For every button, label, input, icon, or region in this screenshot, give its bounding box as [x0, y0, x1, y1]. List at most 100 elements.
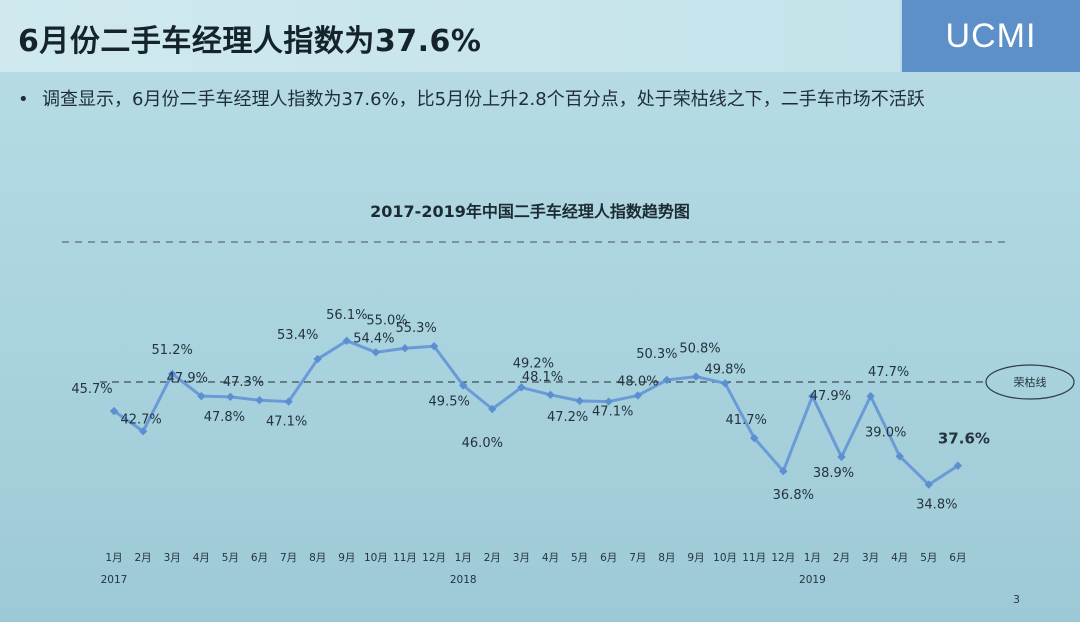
data-label-22: 49.8% [704, 362, 745, 377]
x-tick-28: 4月 [891, 552, 908, 564]
x-tick-12: 12月 [422, 552, 446, 564]
x-tick-14: 2月 [484, 552, 501, 564]
reference-label: 荣枯线 [1014, 375, 1047, 389]
data-point-28 [895, 452, 904, 461]
x-tick-8: 8月 [309, 552, 326, 564]
data-point-7 [284, 397, 293, 406]
x-tick-1: 1月 [105, 552, 122, 564]
data-point-29 [924, 480, 933, 489]
x-tick-26: 2月 [833, 552, 850, 564]
data-point-1 [109, 406, 119, 416]
x-tick-21: 9月 [687, 552, 704, 564]
data-label-18: 47.1% [592, 405, 633, 420]
data-label-19: 48.0% [617, 375, 658, 390]
data-label-7: 47.1% [266, 415, 307, 430]
data-label-10: 54.4% [353, 331, 394, 346]
data-label-1: 45.7% [71, 382, 112, 397]
x-tick-6: 6月 [251, 552, 268, 564]
data-point-23 [750, 433, 759, 443]
description: • 调查显示，6月份二手车经理人指数为37.6%，比5月份上升2.8个百分点，处… [18, 86, 1058, 114]
data-label-3: 51.2% [152, 343, 193, 358]
data-point-8 [313, 354, 322, 364]
data-label-8: 53.4% [277, 328, 318, 343]
data-label-27: 47.7% [868, 365, 909, 380]
data-label-15: 49.2% [513, 356, 554, 371]
x-tick-16: 4月 [542, 552, 559, 564]
data-point-25 [808, 391, 817, 401]
x-tick-11: 11月 [393, 552, 417, 564]
data-label-12: 55.3% [395, 321, 436, 336]
data-point-6 [255, 396, 264, 405]
x-tick-10: 10月 [364, 552, 388, 564]
data-point-3 [168, 369, 177, 379]
page-number: 3 [1013, 593, 1020, 606]
x-tick-3: 3月 [164, 552, 181, 564]
data-label-26: 38.9% [813, 466, 854, 481]
data-label-25: 47.9% [810, 389, 851, 404]
x-tick-22: 10月 [713, 552, 737, 564]
data-label-4: 47.9% [167, 371, 208, 386]
data-label-14: 46.0% [462, 436, 503, 451]
x-tick-2: 2月 [135, 552, 152, 564]
title-band [0, 0, 900, 72]
data-label-23: 41.7% [726, 413, 767, 428]
x-tick-9: 9月 [338, 552, 355, 564]
chart-area: 2017-2019年中国二手车经理人指数趋势图 荣枯线 45.7% 42.7% 51.… [0, 190, 1080, 622]
data-label-16: 48.1% [522, 370, 563, 385]
data-point-12 [429, 342, 439, 351]
bullet-icon: • [18, 89, 29, 110]
data-point-16 [546, 390, 555, 400]
data-label-11: 55.0% [366, 313, 407, 328]
x-tick-24: 12月 [771, 552, 795, 564]
x-tick-20: 8月 [658, 552, 675, 564]
data-point-19 [633, 391, 642, 400]
x-tick-25: 1月 [804, 552, 821, 564]
year-label-2019: 2019 [799, 574, 826, 586]
x-tick-29: 5月 [920, 552, 937, 564]
data-point-4 [197, 391, 206, 401]
series-line [113, 339, 959, 487]
data-point-11 [400, 344, 410, 353]
x-tick-30: 6月 [949, 552, 966, 564]
line-chart: 荣枯线 45.7% 42.7% 51.2% 47.9% 47.8% 47.3% 47.1% 53… [62, 241, 1075, 586]
data-point-22 [720, 379, 730, 388]
data-label-30: 37.6% [938, 430, 990, 448]
data-point-26 [837, 452, 846, 462]
data-label-5: 47.8% [204, 410, 245, 425]
data-label-17: 47.2% [547, 410, 588, 425]
x-tick-4: 4月 [193, 552, 210, 564]
data-point-21 [691, 372, 701, 381]
data-point-27 [866, 391, 875, 401]
year-label-2018: 2018 [450, 574, 477, 586]
x-tick-15: 3月 [513, 552, 530, 564]
data-point-9 [342, 336, 351, 346]
chart-title: 2017-2019年中国二手车经理人指数趋势图 [370, 202, 690, 221]
data-point-17 [575, 396, 584, 406]
reference-label-ellipse [985, 364, 1075, 400]
data-label-28: 39.0% [865, 425, 906, 440]
data-label-21: 50.8% [679, 342, 720, 357]
ucmi-logo: UCMI [902, 0, 1080, 72]
data-point-5 [226, 392, 235, 402]
year-label-2017: 2017 [101, 574, 128, 586]
data-point-18 [604, 397, 613, 406]
data-label-6: 47.3% [223, 375, 264, 390]
data-point-30 [953, 461, 963, 470]
data-label-24: 36.8% [773, 488, 814, 503]
data-label-13: 49.5% [429, 394, 470, 409]
data-label-29: 34.8% [916, 498, 957, 513]
x-tick-7: 7月 [280, 552, 297, 564]
x-tick-18: 6月 [600, 552, 617, 564]
x-tick-5: 5月 [222, 552, 239, 564]
data-point-15 [517, 383, 526, 392]
data-point-24 [779, 466, 788, 476]
x-tick-27: 3月 [862, 552, 879, 564]
data-label-2: 42.7% [120, 412, 161, 427]
data-label-20: 50.3% [636, 347, 677, 362]
data-point-20 [662, 375, 672, 385]
x-tick-19: 7月 [629, 552, 646, 564]
slide-title: 6月份二手车经理人指数为37.6% [18, 24, 482, 59]
x-tick-17: 5月 [571, 552, 588, 564]
x-tick-23: 11月 [742, 552, 766, 564]
data-label-9: 56.1% [326, 308, 367, 323]
